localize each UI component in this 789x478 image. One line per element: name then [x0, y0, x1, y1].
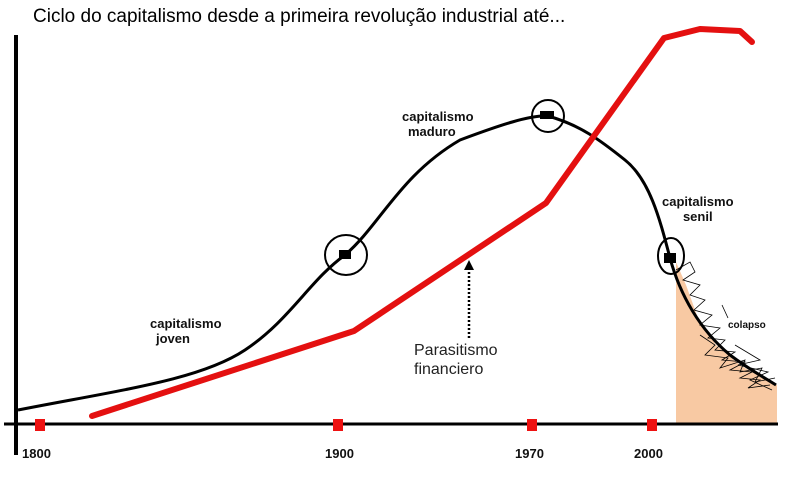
year-marker-2000	[647, 419, 657, 431]
label-mature-line1: capitalismo	[402, 109, 474, 124]
label-mature-line2: maduro	[408, 124, 456, 139]
label-mature-capitalism: capitalismo maduro	[402, 109, 474, 139]
year-marker-1900	[333, 419, 343, 431]
label-financial-parasitism: Parasitismo financiero	[414, 341, 498, 379]
year-label-1900: 1900	[325, 446, 354, 461]
annotation-arrow-icon	[464, 260, 474, 338]
collapse-area	[676, 262, 777, 423]
capitalism-cycle-curve	[17, 114, 777, 412]
label-senile-line2: senil	[682, 209, 713, 224]
label-young-line1: capitalismo	[150, 316, 222, 331]
collapse-scribble	[675, 261, 776, 391]
label-senile-capitalism: capitalismo senil	[662, 194, 734, 224]
year-label-1970: 1970	[515, 446, 544, 461]
chart-title: Ciclo do capitalismo desde a primeira re…	[33, 6, 566, 27]
marker-1900-transition	[324, 234, 368, 276]
label-young-line2: joven	[156, 331, 190, 346]
year-marker-1800	[35, 419, 45, 431]
financial-parasitism-line	[89, 26, 755, 419]
label-parasitism-line2: financiero	[414, 361, 484, 378]
label-senile-line1: capitalismo	[662, 194, 734, 209]
year-label-2000: 2000	[634, 446, 663, 461]
year-label-1800: 1800	[22, 446, 51, 461]
marker-1970-peak	[531, 99, 565, 133]
year-marker-1970	[527, 419, 537, 431]
label-parasitism-line1: Parasitismo	[414, 342, 498, 359]
label-young-capitalism: capitalismo joven	[150, 316, 222, 346]
marker-2000-senile	[657, 237, 685, 275]
label-collapse: colapso	[728, 320, 766, 331]
